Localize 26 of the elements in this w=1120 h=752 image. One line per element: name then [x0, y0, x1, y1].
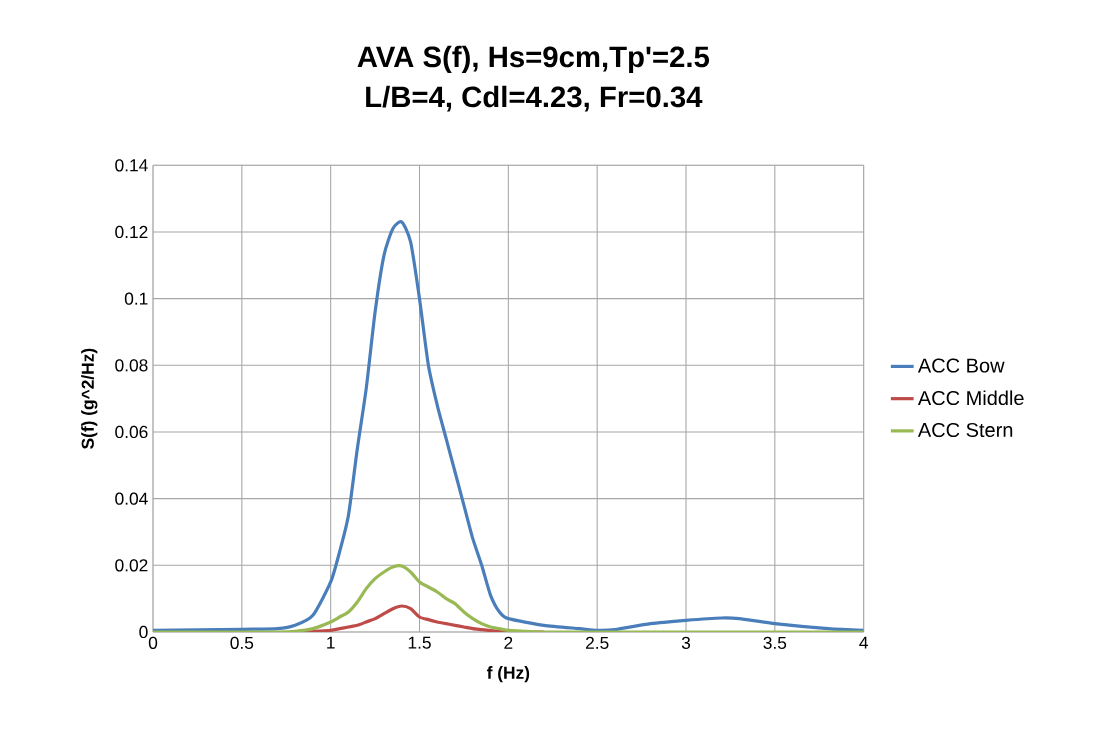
chart-title: AVA S(f), Hs=9cm,Tp'=2.5 — [357, 45, 710, 74]
x-tick-label: 0 — [148, 636, 158, 649]
x-tick-label: 2 — [504, 636, 513, 649]
x-tick-label: 1 — [327, 636, 335, 649]
y-tick-label: 0.12 — [115, 225, 148, 239]
x-tick-label: 0.5 — [230, 636, 254, 649]
chart-subtitle: L/B=4, Cdl=4.23, Fr=0.34 — [366, 85, 703, 112]
y-tick-label: 0.06 — [115, 425, 148, 439]
legend-label: ACC Middle — [917, 390, 1024, 406]
y-tick-label: 0.14 — [115, 159, 148, 172]
legend-label: ACC Bow — [917, 358, 1005, 373]
y-tick-label: 0.1 — [124, 292, 148, 305]
x-tick-label: 3 — [681, 636, 691, 649]
x-axis-title: f (Hz) — [486, 666, 530, 683]
legend-label: ACC Stern — [917, 422, 1013, 438]
y-tick-label: 0.08 — [115, 359, 148, 372]
y-tick-label: 0.04 — [115, 492, 148, 505]
line-series — [153, 564, 864, 632]
y-tick-label: 0 — [139, 625, 148, 639]
y-axis-title: S(f) (g^2/Hz) — [81, 348, 98, 449]
x-tick-label: 1.5 — [408, 636, 431, 649]
x-tick-label: 2.5 — [586, 636, 609, 649]
y-tick-label: 0.02 — [115, 559, 148, 572]
x-tick-label: 4 — [859, 636, 868, 649]
x-tick-label: 3.5 — [763, 636, 787, 649]
line-series — [153, 220, 864, 632]
